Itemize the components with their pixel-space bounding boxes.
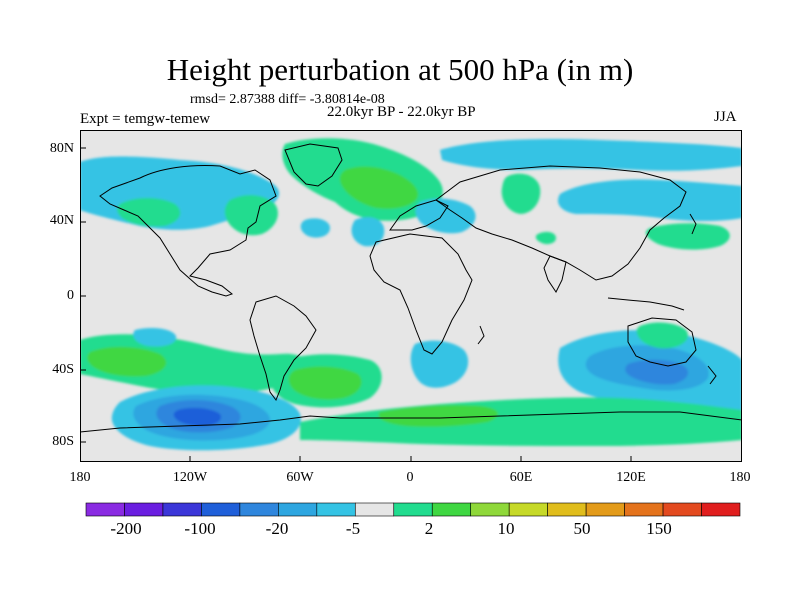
lon-label-60w: 60W — [286, 470, 314, 485]
lon-label-180w: 180 — [69, 470, 91, 485]
coast-africa — [369, 233, 473, 355]
coast-india — [543, 255, 567, 293]
colorbar-swatch — [278, 502, 318, 517]
contour-atlantic-blue — [351, 217, 385, 247]
contour-south-america-blue-small — [133, 328, 177, 347]
colorbar-swatch — [239, 502, 279, 517]
coastlines — [80, 143, 742, 433]
colorbar-swatch — [201, 502, 241, 517]
contour-indian-blue-dark — [625, 359, 689, 385]
experiment-label: Expt = temgw-temew — [80, 111, 211, 127]
coast-new-zealand — [707, 365, 717, 385]
colorbar-swatch — [470, 502, 510, 517]
coast-south-america — [249, 295, 317, 402]
colorbar-label: -200 — [110, 519, 142, 538]
colorbar-swatch — [85, 502, 125, 517]
contour-north-america-green — [224, 195, 278, 236]
contour-fills — [80, 138, 742, 451]
lon-label-60e: 60E — [509, 470, 533, 485]
height-perturbation-map — [80, 130, 742, 462]
coast-antarctica — [80, 411, 742, 433]
colorbar-label: 2 — [424, 519, 434, 538]
colorbar-label: -20 — [265, 519, 289, 538]
colorbar-swatch — [354, 502, 395, 517]
lat-label-80n: 80N — [49, 141, 74, 156]
contour-north-pacific-green — [117, 198, 181, 227]
lon-label-120e: 120E — [616, 470, 646, 485]
lon-label-180e: 180 — [729, 470, 751, 485]
coast-europe — [389, 199, 449, 231]
contour-pacific-blue-small — [300, 218, 330, 238]
coast-asia — [435, 165, 687, 281]
coast-greenland — [284, 143, 343, 187]
contour-southern-pacific-blue-deep — [173, 407, 222, 426]
colorbar-swatch — [547, 502, 587, 517]
colorbar-swatch — [662, 502, 702, 517]
contour-central-asia-green — [501, 173, 541, 214]
contour-arctic-blue — [440, 139, 742, 171]
stats-line: rmsd= 2.87388 diff= -3.80814e-08 — [190, 92, 385, 107]
chart-title: Height perturbation at 500 hPa (in m) — [166, 52, 634, 87]
colorbar-swatch — [393, 502, 433, 517]
colorbar-swatch — [701, 502, 741, 517]
contour-south-atlantic-blue — [410, 340, 469, 388]
colorbar-swatch — [431, 502, 472, 517]
colorbar-swatch — [124, 502, 164, 517]
coast-australia — [627, 317, 697, 367]
coast-madagascar — [477, 325, 485, 345]
contour-asia-blue — [557, 179, 742, 221]
lat-label-eq: 0 — [67, 288, 74, 303]
colorbar-swatch — [316, 502, 356, 517]
period-label: 22.0kyr BP - 22.0kyr BP — [327, 104, 476, 120]
coast-japan — [689, 213, 697, 235]
contour-arabia-green — [535, 231, 556, 245]
coast-north-america — [99, 165, 277, 297]
tick-marks — [80, 147, 742, 462]
lon-label-0: 0 — [406, 470, 414, 485]
contour-europe-green-dark — [339, 166, 418, 209]
lat-label-40n: 40N — [49, 213, 74, 228]
colorbar-label: -5 — [345, 519, 361, 538]
contour-east-asia-green — [645, 223, 730, 250]
lat-label-80s: 80S — [52, 434, 74, 449]
coast-indonesia — [607, 297, 685, 311]
colorbar-label: 10 — [497, 519, 515, 538]
colorbar-label: -100 — [184, 519, 216, 538]
contour-australia-green — [636, 322, 689, 349]
colorbar-label: 50 — [573, 519, 591, 538]
colorbar-swatch — [624, 502, 664, 517]
colorbar-swatch — [585, 502, 625, 517]
contour-antarctic-green-dark — [378, 405, 498, 427]
colorbar-swatch — [162, 502, 202, 517]
season-label: JJA — [714, 109, 737, 125]
lat-label-40s: 40S — [52, 362, 74, 377]
contour-europe-blue — [415, 198, 476, 234]
contour-atlantic-south-green-dark — [288, 366, 362, 400]
colorbar-swatch — [508, 502, 548, 517]
colorbar-label: 150 — [646, 519, 672, 538]
lon-label-120w: 120W — [172, 470, 208, 485]
contour-south-pacific-green-dark — [87, 346, 167, 377]
